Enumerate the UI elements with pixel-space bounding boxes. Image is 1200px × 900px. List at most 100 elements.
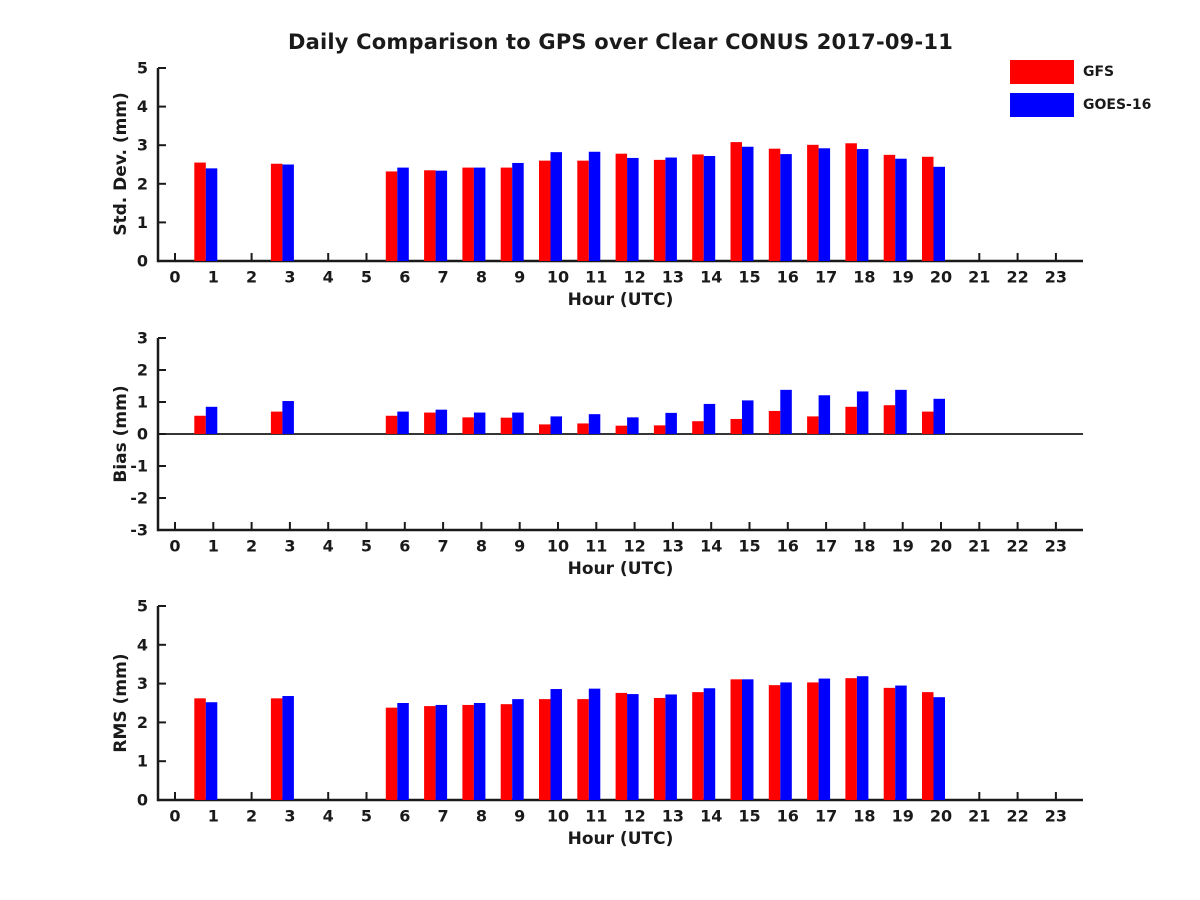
x-tick-label: 5 xyxy=(361,807,372,826)
bar-goes16-hour-19 xyxy=(895,389,907,434)
x-tick-label: 17 xyxy=(815,268,837,287)
bar-goes16-hour-7 xyxy=(435,704,448,800)
bar-goes16-hour-14 xyxy=(703,688,716,800)
bar-gfs-hour-19 xyxy=(883,405,896,434)
x-tick-label: 2 xyxy=(246,807,257,826)
bar-goes16-hour-3 xyxy=(282,164,294,261)
bar-goes16-hour-18 xyxy=(856,149,869,261)
x-tick-label: 13 xyxy=(662,268,684,287)
bar-goes16-hour-1 xyxy=(205,702,218,800)
bar-goes16-hour-12 xyxy=(627,694,639,800)
bar-gfs-hour-14 xyxy=(692,421,704,434)
bar-goes16-hour-6 xyxy=(397,167,409,261)
bar-gfs-hour-3 xyxy=(270,698,283,800)
bar-goes16-hour-3 xyxy=(282,401,294,434)
x-tick-label: 11 xyxy=(585,537,607,556)
y-tick-label: 5 xyxy=(137,59,148,78)
legend-label-gfs: GFS xyxy=(1083,64,1115,80)
bar-goes16-hour-12 xyxy=(627,157,639,261)
bar-gfs-hour-14 xyxy=(692,692,704,800)
xlabel-rms: Hour (UTC) xyxy=(567,829,674,849)
bar-gfs-hour-8 xyxy=(462,417,474,434)
bar-gfs-hour-19 xyxy=(883,154,896,261)
bar-gfs-hour-3 xyxy=(270,163,283,261)
y-tick-label: 3 xyxy=(137,136,148,155)
bar-gfs-hour-11 xyxy=(577,160,589,261)
y-tick-label: 2 xyxy=(137,361,148,380)
x-tick-label: 18 xyxy=(853,537,875,556)
x-tick-label: 12 xyxy=(623,537,645,556)
bar-goes16-hour-16 xyxy=(780,154,792,261)
x-tick-label: 0 xyxy=(169,807,180,826)
x-tick-label: 6 xyxy=(399,268,410,287)
x-tick-label: 15 xyxy=(738,268,760,287)
bar-goes16-hour-11 xyxy=(588,151,601,261)
x-tick-label: 11 xyxy=(585,807,607,826)
x-tick-label: 7 xyxy=(438,268,449,287)
bar-gfs-hour-18 xyxy=(845,143,857,261)
y-tick-label: 0 xyxy=(137,791,148,810)
bar-gfs-hour-17 xyxy=(807,682,819,800)
bar-goes16-hour-9 xyxy=(512,162,524,261)
x-tick-label: 20 xyxy=(930,537,952,556)
x-tick-label: 1 xyxy=(208,537,219,556)
bar-gfs-hour-15 xyxy=(730,679,742,800)
x-tick-label: 21 xyxy=(968,268,990,287)
bar-goes16-hour-7 xyxy=(435,409,448,434)
bar-goes16-hour-10 xyxy=(550,416,562,434)
x-tick-label: 13 xyxy=(662,807,684,826)
bar-goes16-hour-14 xyxy=(703,403,716,434)
legend: GFS GOES-16 xyxy=(1010,60,1151,117)
bar-gfs-hour-18 xyxy=(845,406,857,434)
bar-goes16-hour-13 xyxy=(665,157,677,261)
bar-goes16-hour-18 xyxy=(856,676,869,800)
bar-gfs-hour-1 xyxy=(194,698,206,800)
bar-goes16-hour-11 xyxy=(588,688,601,800)
bar-gfs-hour-8 xyxy=(462,167,474,261)
x-tick-label: 9 xyxy=(514,268,525,287)
bar-gfs-hour-11 xyxy=(577,423,589,434)
bar-goes16-hour-16 xyxy=(780,389,792,434)
y-tick-label: 2 xyxy=(137,174,148,193)
x-tick-label: 10 xyxy=(547,537,569,556)
bar-gfs-hour-15 xyxy=(730,142,742,261)
y-tick-label: 3 xyxy=(137,329,148,348)
bar-gfs-hour-12 xyxy=(615,425,628,434)
y-tick-label: 2 xyxy=(137,713,148,732)
bar-gfs-hour-14 xyxy=(692,154,704,261)
bar-gfs-hour-8 xyxy=(462,704,474,800)
legend-label-goes16: GOES-16 xyxy=(1083,97,1152,113)
xlabel-bias: Hour (UTC) xyxy=(567,559,674,579)
bar-goes16-hour-15 xyxy=(742,146,754,261)
x-tick-label: 19 xyxy=(892,537,914,556)
x-tick-label: 15 xyxy=(738,537,760,556)
bar-goes16-hour-8 xyxy=(473,167,486,261)
x-tick-label: 22 xyxy=(1006,807,1028,826)
bar-gfs-hour-9 xyxy=(500,167,513,261)
legend-item-goes16: GOES-16 xyxy=(1010,93,1151,117)
bar-gfs-hour-7 xyxy=(424,170,436,261)
bar-gfs-hour-6 xyxy=(385,415,398,434)
y-tick-label: 0 xyxy=(137,252,148,271)
bar-goes16-hour-13 xyxy=(665,412,677,434)
x-tick-label: 3 xyxy=(284,807,295,826)
x-tick-label: 17 xyxy=(815,807,837,826)
bar-gfs-hour-18 xyxy=(845,678,857,800)
x-tick-label: 8 xyxy=(476,268,487,287)
x-tick-label: 22 xyxy=(1006,537,1028,556)
x-tick-label: 23 xyxy=(1045,807,1067,826)
bar-goes16-hour-11 xyxy=(588,414,601,434)
y-tick-label: 1 xyxy=(137,213,148,232)
bar-gfs-hour-12 xyxy=(615,692,628,800)
y-tick-label: 5 xyxy=(137,597,148,616)
x-tick-label: 8 xyxy=(476,537,487,556)
x-tick-label: 15 xyxy=(738,807,760,826)
x-tick-label: 16 xyxy=(777,537,799,556)
bar-goes16-hour-19 xyxy=(895,158,907,261)
chart-title: Daily Comparison to GPS over Clear CONUS… xyxy=(287,30,954,54)
bar-goes16-hour-15 xyxy=(742,400,754,434)
bar-goes16-hour-14 xyxy=(703,156,716,261)
bar-goes16-hour-20 xyxy=(933,697,945,800)
bar-goes16-hour-20 xyxy=(933,398,945,434)
